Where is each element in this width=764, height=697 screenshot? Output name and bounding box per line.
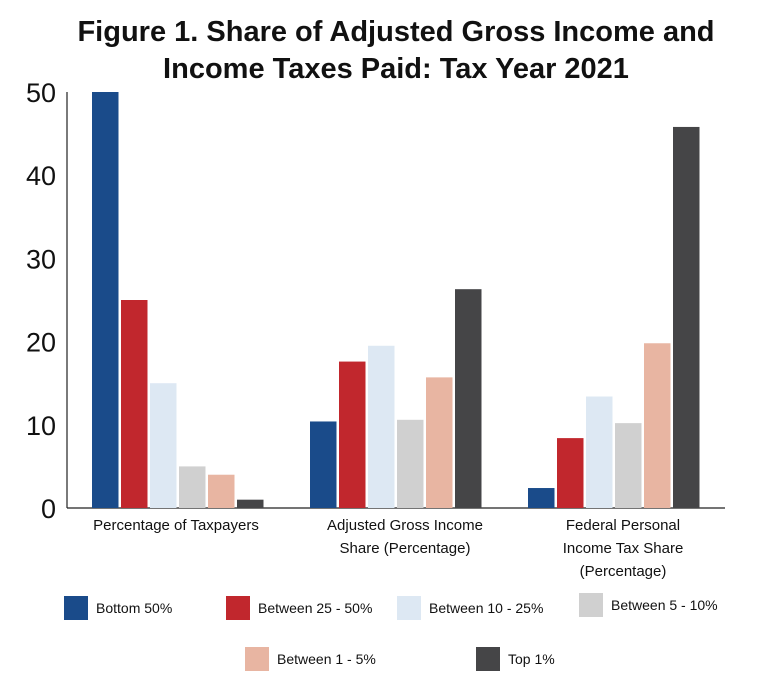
bar-between-5-10-cat-2	[615, 423, 642, 508]
bar-bottom-50-cat-1	[310, 421, 337, 508]
y-tick-label: 50	[26, 78, 56, 108]
x-category-label: Percentage of Taxpayers	[93, 517, 259, 534]
x-category-labels: Percentage of Taxpayers Adjusted Gross In…	[93, 517, 683, 580]
chart-title: Figure 1. Share of Adjusted Gross Income…	[77, 16, 714, 85]
legend-label: Top 1%	[508, 651, 555, 667]
y-tick-label: 20	[26, 328, 56, 358]
legend-swatch	[579, 593, 603, 617]
legend-label: Bottom 50%	[96, 600, 172, 616]
legend-swatch	[245, 647, 269, 671]
x-category-label: Share (Percentage)	[340, 540, 471, 557]
bars	[92, 92, 700, 508]
x-category-label: Federal Personal	[566, 517, 680, 534]
bar-between-10-25-cat-2	[586, 396, 613, 508]
bar-top-1-cat-2	[673, 126, 700, 508]
y-tick-label: 40	[26, 161, 56, 191]
bar-between-10-25-cat-0	[150, 383, 177, 508]
bar-between-1-5-cat-1	[426, 377, 453, 508]
bar-between-5-10-cat-0	[179, 466, 206, 508]
legend-label: Between 5 - 10%	[611, 597, 718, 613]
chart-title-line-1: Figure 1. Share of Adjusted Gross Income…	[77, 16, 714, 48]
chart-title-line-2: Income Taxes Paid: Tax Year 2021	[163, 53, 629, 85]
legend-item: Top 1%	[476, 647, 555, 671]
y-tick-label: 30	[26, 244, 56, 274]
bar-between-5-10-cat-1	[397, 419, 424, 508]
bar-bottom-50-cat-0	[92, 92, 119, 508]
y-tick-label: 10	[26, 411, 56, 441]
legend-swatch	[476, 647, 500, 671]
bar-between-10-25-cat-1	[368, 345, 395, 508]
bar-top-1-cat-0	[237, 499, 264, 508]
y-tick-label: 0	[41, 494, 56, 524]
bar-bottom-50-cat-2	[528, 488, 555, 508]
y-axis: 0 10 20 30 40 50	[26, 78, 725, 524]
legend-label: Between 25 - 50%	[258, 600, 372, 616]
legend-item: Between 5 - 10%	[579, 593, 718, 617]
x-category-label: Income Tax Share	[563, 540, 684, 557]
legend-swatch	[64, 596, 88, 620]
legend-swatch	[397, 596, 421, 620]
legend-item: Between 25 - 50%	[226, 596, 372, 620]
bar-top-1-cat-1	[455, 289, 482, 508]
legend-swatch	[226, 596, 250, 620]
bar-between-25-50-cat-1	[339, 361, 366, 508]
legend-item: Between 1 - 5%	[245, 647, 376, 671]
legend-item: Bottom 50%	[64, 596, 172, 620]
legend-item: Between 10 - 25%	[397, 596, 543, 620]
legend-label: Between 10 - 25%	[429, 600, 543, 616]
legend-label: Between 1 - 5%	[277, 651, 376, 667]
x-category-label: (Percentage)	[580, 563, 667, 580]
bar-between-1-5-cat-2	[644, 343, 671, 508]
x-category-label: Adjusted Gross Income	[327, 517, 483, 534]
legend: Bottom 50% Between 25 - 50% Between 10 - 2…	[64, 593, 718, 671]
bar-between-25-50-cat-2	[557, 438, 584, 508]
bar-between-1-5-cat-0	[208, 474, 235, 508]
bar-between-25-50-cat-0	[121, 300, 148, 508]
